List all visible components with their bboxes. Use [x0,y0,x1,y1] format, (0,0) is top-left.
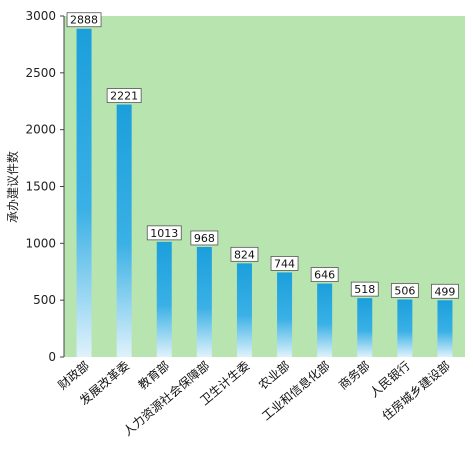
value-label: 824 [234,248,255,261]
bar [277,272,293,357]
value-label: 2888 [70,14,98,27]
x-tick-label: 工业和信息化部 [259,358,333,423]
x-tick-label: 教育部 [135,358,172,393]
value-label-box [106,88,142,103]
value-label-box [431,283,459,299]
bar [357,298,373,357]
value-label-box [350,281,379,297]
bar [76,28,92,358]
x-tick-label: 商务部 [335,358,372,393]
value-label-box [310,267,339,282]
value-label: 1013 [150,227,178,240]
bar [397,299,413,357]
y-tick-label: 0 [48,350,56,364]
value-label: 2221 [110,90,138,103]
bar [116,104,132,358]
value-label-box [270,256,299,271]
y-tick-label: 1000 [25,236,56,250]
y-axis-title: 承办建议件数 [5,151,20,223]
value-label: 506 [394,284,415,297]
value-label-box [230,246,259,262]
value-label: 646 [314,269,335,282]
value-label: 744 [274,257,295,270]
value-label: 499 [434,285,455,298]
x-tick-label: 农业部 [255,358,292,393]
bar [236,263,252,357]
y-tick-label: 3000 [25,9,56,23]
x-tick-label: 住房城乡建设部 [379,358,453,423]
value-label-box [190,230,219,246]
y-tick-label: 2000 [25,123,56,137]
y-tick-label: 2500 [25,66,56,80]
y-tick-label: 1500 [25,180,56,194]
y-tick-label: 500 [33,293,56,307]
bar [317,283,333,357]
value-label-box [390,283,419,298]
value-label-box [146,225,182,241]
bar [437,300,453,357]
value-label: 968 [194,232,215,245]
bar [156,241,172,357]
x-tick-label: 财政部 [55,358,92,393]
value-label-box [66,12,102,28]
bar [196,246,212,357]
value-label: 518 [354,283,375,296]
